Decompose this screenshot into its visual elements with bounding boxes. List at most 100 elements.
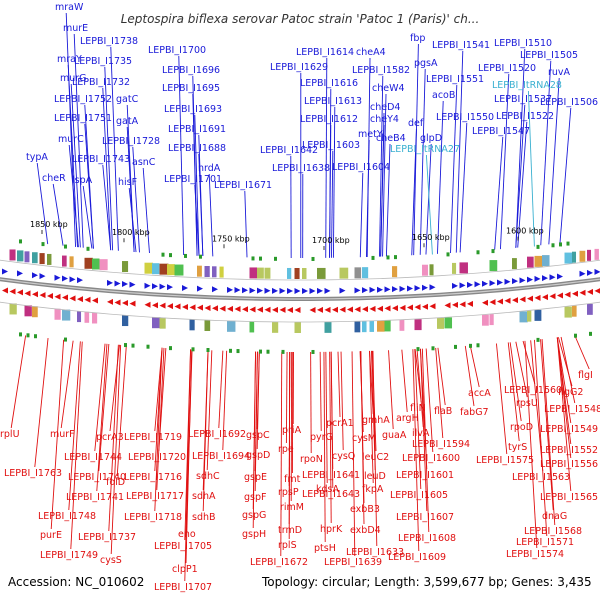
gene-label-LEPBI_I1701[interactable]: LEPBI_I1701 [164, 174, 222, 185]
gene-label-glpD[interactable]: glpD [420, 133, 442, 144]
gene-label-sdhA[interactable]: sdhA [192, 491, 216, 502]
gene-label-sdhB[interactable]: sdhB [192, 512, 216, 523]
gene-label-rpsP[interactable]: rpsP [278, 487, 299, 498]
gene-label-cheY4[interactable]: cheY4 [370, 114, 399, 125]
gene-label-LEPBI_I1695[interactable]: LEPBI_I1695 [162, 83, 220, 94]
gene-label-pcrA1[interactable]: pcrA1 [326, 418, 354, 429]
gene-label-LEPBI_ItRNA28[interactable]: LEPBI_ItRNA28 [492, 80, 562, 91]
gene-label-LEPBI_I1752[interactable]: LEPBI_I1752 [54, 94, 112, 105]
gene-label-pgsA[interactable]: pgsA [414, 58, 438, 69]
gene-label-LEPBI_I1613[interactable]: LEPBI_I1613 [304, 96, 362, 107]
gene-label-gatA[interactable]: gatA [116, 116, 139, 127]
gene-label-LEPBI_I1571[interactable]: LEPBI_I1571 [516, 537, 574, 548]
gene-label-cheD4[interactable]: cheD4 [370, 102, 400, 113]
gene-label-LEPBI_I1607[interactable]: LEPBI_I1607 [396, 512, 454, 523]
gene-label-LEPBI_I1556[interactable]: LEPBI_I1556 [540, 459, 598, 470]
gene-label-gspC[interactable]: gspC [246, 430, 270, 441]
gene-label-gmhA[interactable]: gmhA [362, 415, 390, 426]
gene-label-LEPBI_I1748[interactable]: LEPBI_I1748 [38, 511, 96, 522]
gene-label-LEPBI_I1510[interactable]: LEPBI_I1510 [494, 38, 552, 49]
gene-label-cheA4[interactable]: cheA4 [356, 47, 386, 58]
gene-label-murF[interactable]: murF [50, 429, 75, 440]
gene-label-exbB3[interactable]: exbB3 [350, 504, 380, 515]
gene-label-LEPBI_I1643[interactable]: LEPBI_I1643 [302, 489, 360, 500]
gene-label-leuD[interactable]: leuD [364, 471, 386, 482]
gene-label-fabG7[interactable]: fabG7 [460, 407, 489, 418]
gene-label-LEPBI_I1616[interactable]: LEPBI_I1616 [300, 78, 358, 89]
gene-label-LEPBI_I1740[interactable]: LEPBI_I1740 [68, 472, 126, 483]
gene-label-purE[interactable]: purE [40, 530, 62, 541]
gene-label-gspH[interactable]: gspH [242, 529, 266, 540]
gene-label-asnC[interactable]: asnC [132, 157, 156, 168]
gene-label-rpe[interactable]: rpe [278, 444, 294, 455]
gene-label-LEPBI_I1601[interactable]: LEPBI_I1601 [396, 470, 454, 481]
gene-label-typA[interactable]: typA [26, 152, 48, 163]
gene-label-fmt[interactable]: fmt [284, 474, 301, 485]
gene-label-flgG2[interactable]: flgG2 [558, 387, 583, 398]
gene-label-LEPBI_I1763[interactable]: LEPBI_I1763 [4, 468, 62, 479]
gene-label-LEPBI_I1605[interactable]: LEPBI_I1605 [390, 490, 448, 501]
gene-label-LEPBI_I1692[interactable]: LEPBI_I1692 [188, 429, 246, 440]
gene-label-clpP1[interactable]: clpP1 [172, 564, 198, 575]
gene-label-priA[interactable]: priA [282, 425, 302, 436]
gene-label-cheB4[interactable]: cheB4 [376, 133, 406, 144]
gene-label-folD[interactable]: folD [106, 477, 125, 488]
gene-label-LEPBI_I1705[interactable]: LEPBI_I1705 [154, 541, 212, 552]
gene-label-LEPBI_I1541[interactable]: LEPBI_I1541 [432, 40, 490, 51]
gene-label-LEPBI_I1738[interactable]: LEPBI_I1738 [80, 36, 138, 47]
gene-label-hprK[interactable]: hprK [320, 524, 343, 535]
gene-label-LEPBI_I1719[interactable]: LEPBI_I1719 [124, 432, 182, 443]
gene-label-LEPBI_I1696[interactable]: LEPBI_I1696 [162, 65, 220, 76]
gene-label-acoB[interactable]: acoB [432, 90, 455, 101]
gene-label-LEPBI_I1732[interactable]: LEPBI_I1732 [72, 77, 130, 88]
gene-label-mraY[interactable]: mraY [57, 54, 82, 65]
gene-label-kdsA[interactable]: kdsA [316, 484, 339, 495]
gene-label-rimM[interactable]: rimM [280, 502, 304, 513]
gene-label-LEPBI_I1633[interactable]: LEPBI_I1633 [346, 547, 404, 558]
gene-label-LEPBI_I1563[interactable]: LEPBI_I1563 [512, 472, 570, 483]
gene-label-LEPBI_I1744[interactable]: LEPBI_I1744 [64, 452, 122, 463]
gene-label-LEPBI_I1612[interactable]: LEPBI_I1612 [300, 114, 358, 125]
gene-label-LEPBI_I1728[interactable]: LEPBI_I1728 [102, 136, 160, 147]
gene-label-fliN[interactable]: fliN [410, 403, 426, 414]
gene-label-murC[interactable]: murC [58, 134, 84, 145]
gene-label-LEPBI_I1552[interactable]: LEPBI_I1552 [540, 445, 598, 456]
gene-label-murG[interactable]: murG [60, 73, 87, 84]
gene-label-LEPBI_I1639[interactable]: LEPBI_I1639 [324, 557, 382, 568]
gene-label-lspA[interactable]: lspA [72, 175, 93, 186]
gene-label-LEPBI_I1547[interactable]: LEPBI_I1547 [472, 126, 530, 137]
gene-label-fbp[interactable]: fbp [410, 33, 425, 44]
gene-label-LEPBI_I1550[interactable]: LEPBI_I1550 [436, 112, 494, 123]
gene-label-ruvA[interactable]: ruvA [548, 67, 571, 78]
gene-label-flaB[interactable]: flaB [434, 406, 452, 417]
gene-label-LEPBI_I1638[interactable]: LEPBI_I1638 [272, 163, 330, 174]
gene-label-LEPBI_I1717[interactable]: LEPBI_I1717 [126, 491, 184, 502]
gene-label-LEPBI_I1691[interactable]: LEPBI_I1691 [168, 124, 226, 135]
gene-label-cheW4[interactable]: cheW4 [372, 83, 405, 94]
gene-label-LEPBI_I1751[interactable]: LEPBI_I1751 [54, 113, 112, 124]
gene-label-LEPBI_I1688[interactable]: LEPBI_I1688 [168, 143, 226, 154]
gene-label-LEPBI_I1614[interactable]: LEPBI_I1614 [296, 47, 354, 58]
gene-label-LEPBI_I1582[interactable]: LEPBI_I1582 [352, 65, 410, 76]
gene-label-LEPBI_I1642[interactable]: LEPBI_I1642 [260, 145, 318, 156]
gene-label-gspG[interactable]: gspG [242, 510, 266, 521]
gene-label-LEPBI_I1565[interactable]: LEPBI_I1565 [540, 492, 598, 503]
gene-label-accA[interactable]: accA [468, 388, 491, 399]
gene-label-LEPBI_I1505[interactable]: LEPBI_I1505 [520, 50, 578, 61]
gene-label-LEPBI_I1560[interactable]: LEPBI_I1560 [504, 385, 562, 396]
gene-label-ilvA[interactable]: ilvA [412, 428, 430, 439]
gene-label-pcrA3[interactable]: pcrA3 [96, 432, 124, 443]
gene-label-LEPBI_I1741[interactable]: LEPBI_I1741 [66, 492, 124, 503]
gene-label-LEPBI_I1522[interactable]: LEPBI_I1522 [496, 111, 554, 122]
gene-label-LEPBI_I1693[interactable]: LEPBI_I1693 [164, 104, 222, 115]
gene-label-fkpA[interactable]: fkpA [362, 484, 384, 495]
gene-label-cheR[interactable]: cheR [42, 173, 66, 184]
gene-label-LEPBI_I1548[interactable]: LEPBI_I1548 [544, 404, 600, 415]
gene-label-tyrS[interactable]: tyrS [508, 442, 527, 453]
gene-label-LEPBI_I1641[interactable]: LEPBI_I1641 [302, 470, 360, 481]
gene-label-gspE[interactable]: gspE [244, 472, 267, 483]
gene-label-rplS[interactable]: rplS [278, 540, 297, 551]
gene-label-LEPBI_I1720[interactable]: LEPBI_I1720 [128, 452, 186, 463]
gene-label-LEPBI_ItRNA27[interactable]: LEPBI_ItRNA27 [390, 144, 460, 155]
